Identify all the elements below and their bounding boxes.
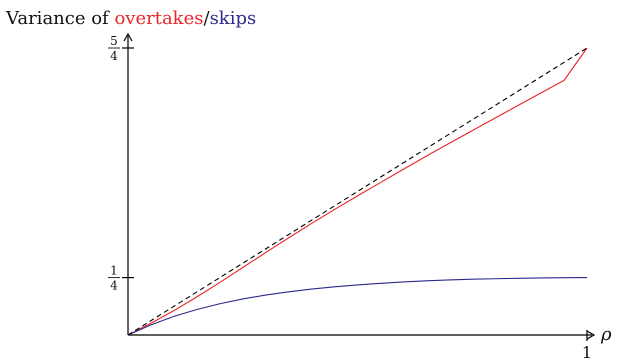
y-tick-label-denominator-1: 4 xyxy=(110,49,118,63)
series-line-dashed-reference xyxy=(127,47,588,336)
chart-title: Variance of overtakes/skips xyxy=(5,8,256,29)
title-series-overtakes: overtakes xyxy=(114,8,203,29)
title-prefix: Variance of xyxy=(5,8,114,29)
x-tick-label-0: 1 xyxy=(582,343,592,362)
series-layer xyxy=(127,47,588,336)
y-axis-arrow xyxy=(123,32,133,42)
y-tick-label-numerator-1: 5 xyxy=(110,34,118,48)
title-series-skips: skips xyxy=(210,8,257,29)
x-axis-label: ρ xyxy=(600,324,612,345)
y-tick-label-denominator-0: 4 xyxy=(110,279,118,293)
x-axis-arrow xyxy=(586,330,596,340)
series-line-skips xyxy=(127,277,588,336)
title-separator: / xyxy=(203,8,210,29)
series-line-overtakes xyxy=(127,47,588,336)
y-tick-label-numerator-0: 1 xyxy=(110,264,118,278)
